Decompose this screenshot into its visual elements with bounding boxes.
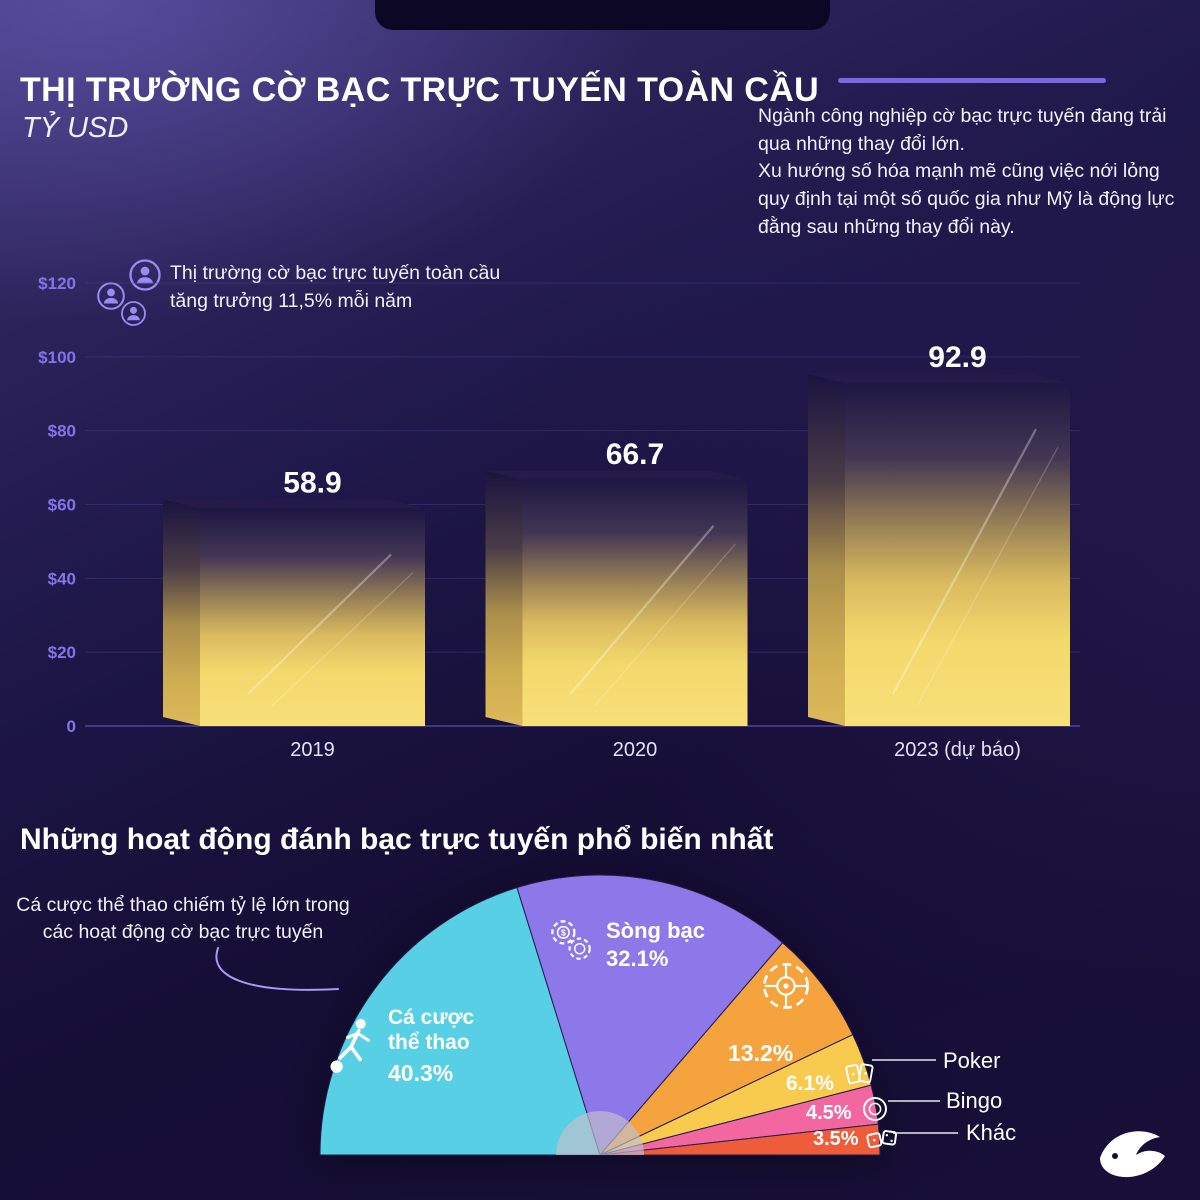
page-title: THỊ TRƯỜNG CỜ BẠC TRỰC TUYẾN TOÀN CẦU xyxy=(20,70,820,109)
slice-percent-other: 3.5% xyxy=(813,1128,859,1150)
slice-label-sports-betting: Cá cược thể thao 40.3% xyxy=(328,1006,484,1087)
activities-pie-chart xyxy=(319,874,958,1157)
svg-text:$100: $100 xyxy=(38,348,76,367)
market-bar-chart: $120 $100 $80 $60 $40 $20 0 58.9 2019 66.7 2020 92.… xyxy=(38,274,1080,761)
svg-text:0: 0 xyxy=(67,717,76,736)
bar-value-label: 92.9 xyxy=(928,341,986,374)
casino-chips-icon: $ xyxy=(551,920,591,960)
pie-slice-Cá cược thể thao xyxy=(319,886,601,1156)
soccer-player-icon xyxy=(330,1019,370,1074)
bar-2020: 66.7 2020 xyxy=(485,438,748,761)
svg-text:$120: $120 xyxy=(38,274,76,293)
pie-slice-13.2% xyxy=(599,942,854,1156)
person-icon xyxy=(97,282,125,310)
x-axis-category-label: 2023 (dự báo) xyxy=(894,739,1021,761)
x-axis-category-label: 2020 xyxy=(613,739,658,761)
slice-percent: 40.3% xyxy=(388,1059,454,1086)
brand-logo-icon xyxy=(1100,1131,1165,1178)
svg-text:$20: $20 xyxy=(48,643,76,662)
pie-annotation: Cá cược thể thao chiếm tỷ lệ lớn trong c… xyxy=(16,894,350,944)
svg-text:$: $ xyxy=(561,928,566,938)
bingo-ball-icon xyxy=(863,1097,887,1121)
slice-percent-lottery: 13.2% xyxy=(728,1040,794,1066)
pie-center-hub xyxy=(556,1111,644,1155)
bar-2019: 58.9 2019 xyxy=(163,467,425,761)
legend-label-poker: Poker xyxy=(943,1048,1001,1073)
person-icon xyxy=(121,301,146,326)
legend-label-bingo: Bingo xyxy=(946,1088,1003,1113)
svg-text:$60: $60 xyxy=(48,496,76,515)
x-axis-category-label: 2019 xyxy=(290,739,335,761)
slice-name: Sòng bạc xyxy=(606,918,706,943)
bar-value-label: 58.9 xyxy=(283,467,341,500)
bar-value-label: 66.7 xyxy=(606,438,664,471)
slice-label-casino: $ Sòng bạc 32.1% xyxy=(548,918,705,972)
y-axis-tick-labels: $120 $100 $80 $60 $40 $20 0 xyxy=(38,274,76,736)
slice-percent: 32.1% xyxy=(606,946,669,971)
title-underline xyxy=(838,78,1106,83)
legend-label-other: Khác xyxy=(966,1120,1017,1145)
intro-text: Ngành công nghiệp cờ bạc trực tuyến đang… xyxy=(758,103,1192,241)
unit-label: TỶ USD xyxy=(22,112,129,144)
playing-cards-icon xyxy=(845,1063,874,1085)
pie-section-title: Những hoạt động đánh bạc trực tuyến phổ … xyxy=(20,822,774,856)
roulette-wheel-icon xyxy=(763,963,809,1009)
svg-text:$40: $40 xyxy=(48,569,76,588)
top-tab-decoration xyxy=(375,0,830,30)
intro-paragraph-2: Xu hướng số hóa mạnh mẽ cũng việc nới lỏ… xyxy=(758,160,1175,238)
annotation-connector-line xyxy=(215,947,339,991)
intro-paragraph-1: Ngành công nghiệp cờ bạc trực tuyến đang… xyxy=(758,105,1167,155)
person-icon xyxy=(129,259,161,291)
svg-text:$80: $80 xyxy=(48,422,76,441)
slice-percent-bingo: 4.5% xyxy=(806,1102,852,1124)
growth-annotation: Thị trường cờ bạc trực tuyến toàn cầu tă… xyxy=(170,262,501,313)
dice-icon xyxy=(866,1130,898,1149)
bar-2023 (dự báo): 92.9 2023 (dự báo) xyxy=(808,341,1070,761)
slice-name: Cá cược thể thao xyxy=(388,1006,475,1054)
slice-percent-poker: 6.1% xyxy=(786,1072,834,1095)
